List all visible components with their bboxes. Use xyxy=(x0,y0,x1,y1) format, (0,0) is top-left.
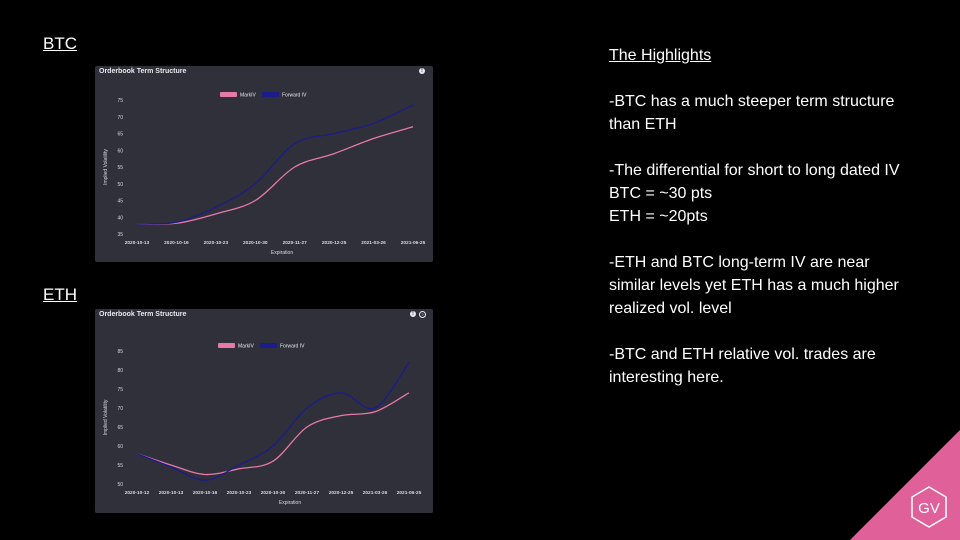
y-tick-label: 50 xyxy=(117,182,123,188)
y-tick-label: 75 xyxy=(117,387,123,393)
series-line-forward-iv xyxy=(136,104,414,225)
eth-section-label: ETH xyxy=(43,285,77,304)
x-tick-label: 2020-10-16 xyxy=(164,240,189,246)
y-tick-label: 55 xyxy=(117,463,123,469)
x-tick-label: 2021-06-25 xyxy=(397,490,422,496)
gv-logo: GV xyxy=(850,430,960,540)
y-axis-label: Implied Volatility xyxy=(103,399,109,435)
x-tick-label: 2020-12-25 xyxy=(329,490,354,496)
y-tick-label: 50 xyxy=(117,482,123,488)
y-tick-label: 40 xyxy=(117,215,123,221)
y-tick-label: 85 xyxy=(117,349,123,355)
eth-chart-title: Orderbook Term Structure xyxy=(99,311,187,318)
y-tick-label: 35 xyxy=(117,232,123,238)
btc-term-structure-chart: 35 40 45 50 55 60 65 70 75 2020-10-13 2020-10-16 20… xyxy=(103,92,426,256)
x-tick-label: 2021-06-25 xyxy=(401,240,426,246)
info-icon[interactable]: ! xyxy=(410,311,416,317)
legend-label: MarkIV xyxy=(240,93,257,99)
highlight-eth-diff: ETH = ~20pts xyxy=(609,208,708,225)
logo-hexagon xyxy=(911,486,947,528)
x-tick-label: 2020-10-23 xyxy=(204,240,229,246)
btc-chart-title: Orderbook Term Structure xyxy=(99,68,187,75)
y-tick-label: 75 xyxy=(117,98,123,104)
legend-swatch-markiv xyxy=(218,343,235,348)
series-line-forward-iv xyxy=(136,362,410,481)
series-line-markiv xyxy=(136,392,410,476)
y-tick-label: 60 xyxy=(117,148,123,154)
highlight-differential: -The differential for short to long date… xyxy=(609,162,900,179)
x-axis-label: Expiration xyxy=(279,500,301,506)
legend-label: MarkIV xyxy=(238,344,255,350)
highlight-btc-diff: BTC = ~30 pts xyxy=(609,185,713,202)
legend-swatch-forward-iv xyxy=(260,343,277,348)
y-axis-label: Implied Volatility xyxy=(103,149,109,185)
highlight-term-structure: -BTC has a much steeper term structure t… xyxy=(609,93,895,133)
x-tick-label: 2020-10-13 xyxy=(159,490,184,496)
legend-label: Forward IV xyxy=(282,93,307,99)
logo-corner-triangle xyxy=(850,430,960,540)
highlights-panel: The Highlights -BTC has a much steeper t… xyxy=(609,44,909,389)
y-tick-label: 70 xyxy=(117,406,123,412)
btc-chart-panel: Orderbook Term Structure ! 35 40 45 50 55 60 6… xyxy=(95,66,433,262)
x-tick-label: 2020-10-30 xyxy=(261,490,286,496)
series-line-markiv xyxy=(136,126,414,225)
y-tick-label: 65 xyxy=(117,425,123,431)
eth-chart-panel: Orderbook Term Structure ! ? 50 55 60 65 70 7… xyxy=(95,309,433,513)
x-tick-label: 2020-12-25 xyxy=(322,240,347,246)
highlight-relative-vol: -BTC and ETH relative vol. trades are in… xyxy=(609,346,876,386)
highlights-title: The Highlights xyxy=(609,47,712,64)
y-tick-label: 60 xyxy=(117,444,123,450)
btc-section-label: BTC xyxy=(43,34,77,53)
y-tick-label: 55 xyxy=(117,165,123,171)
x-tick-label: 2020-10-23 xyxy=(227,490,252,496)
y-tick-label: 80 xyxy=(117,368,123,374)
y-tick-label: 70 xyxy=(117,115,123,121)
x-tick-label: 2020-10-12 xyxy=(125,490,150,496)
legend-swatch-markiv xyxy=(220,92,237,97)
x-tick-label: 2020-11-27 xyxy=(295,490,320,496)
help-icon[interactable]: ? xyxy=(419,311,426,318)
legend-label: Forward IV xyxy=(280,344,305,350)
legend-swatch-forward-iv xyxy=(262,92,279,97)
y-tick-label: 65 xyxy=(117,132,123,138)
logo-text: GV xyxy=(918,500,940,517)
x-tick-label: 2021-03-26 xyxy=(361,240,386,246)
highlight-realized-vol: -ETH and BTC long-term IV are near simil… xyxy=(609,254,899,317)
info-icon[interactable]: ! xyxy=(419,68,425,74)
y-tick-label: 45 xyxy=(117,199,123,205)
x-axis-label: Expiration xyxy=(271,250,293,256)
x-tick-label: 2021-03-26 xyxy=(363,490,388,496)
x-tick-label: 2020-10-13 xyxy=(125,240,150,246)
x-tick-label: 2020-11-27 xyxy=(283,240,308,246)
x-tick-label: 2020-10-16 xyxy=(193,490,218,496)
x-tick-label: 2020-10-30 xyxy=(243,240,268,246)
eth-term-structure-chart: 50 55 60 65 70 75 80 85 2020-10-12 2020-10-13 2020… xyxy=(103,343,422,506)
